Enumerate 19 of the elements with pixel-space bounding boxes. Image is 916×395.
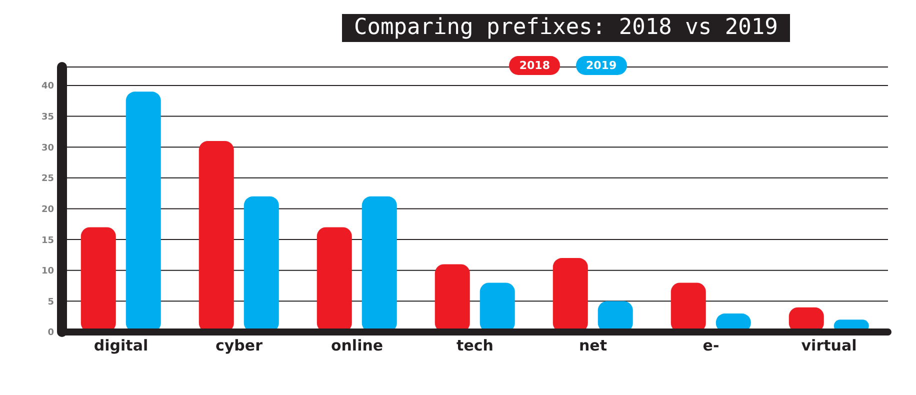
y-tick-label: 25 (41, 174, 54, 184)
y-tick-label: 5 (48, 297, 54, 308)
x-tick-label: e- (702, 336, 720, 355)
x-tick-label: cyber (216, 336, 264, 355)
y-tick-label: 35 (41, 112, 54, 122)
text: 2018 (509, 56, 560, 75)
y-tick-label: 30 (41, 143, 54, 154)
y-tick-label: 20 (41, 204, 54, 215)
x-tick-label: online (330, 336, 384, 355)
x-tick-label: digital (94, 336, 148, 355)
x-tick-label: virtual (801, 336, 857, 355)
chart-title: Comparing prefixes: 2018 vs 2019 (342, 14, 790, 42)
y-tick-label: 10 (41, 266, 54, 277)
y-tick-label: 0 (48, 328, 54, 338)
x-tick-label: net (578, 336, 608, 355)
x-tick-label: tech (456, 336, 494, 355)
text: 2019 (576, 56, 627, 75)
y-tick-label: 40 (41, 82, 54, 92)
y-tick-label: 15 (41, 236, 54, 246)
